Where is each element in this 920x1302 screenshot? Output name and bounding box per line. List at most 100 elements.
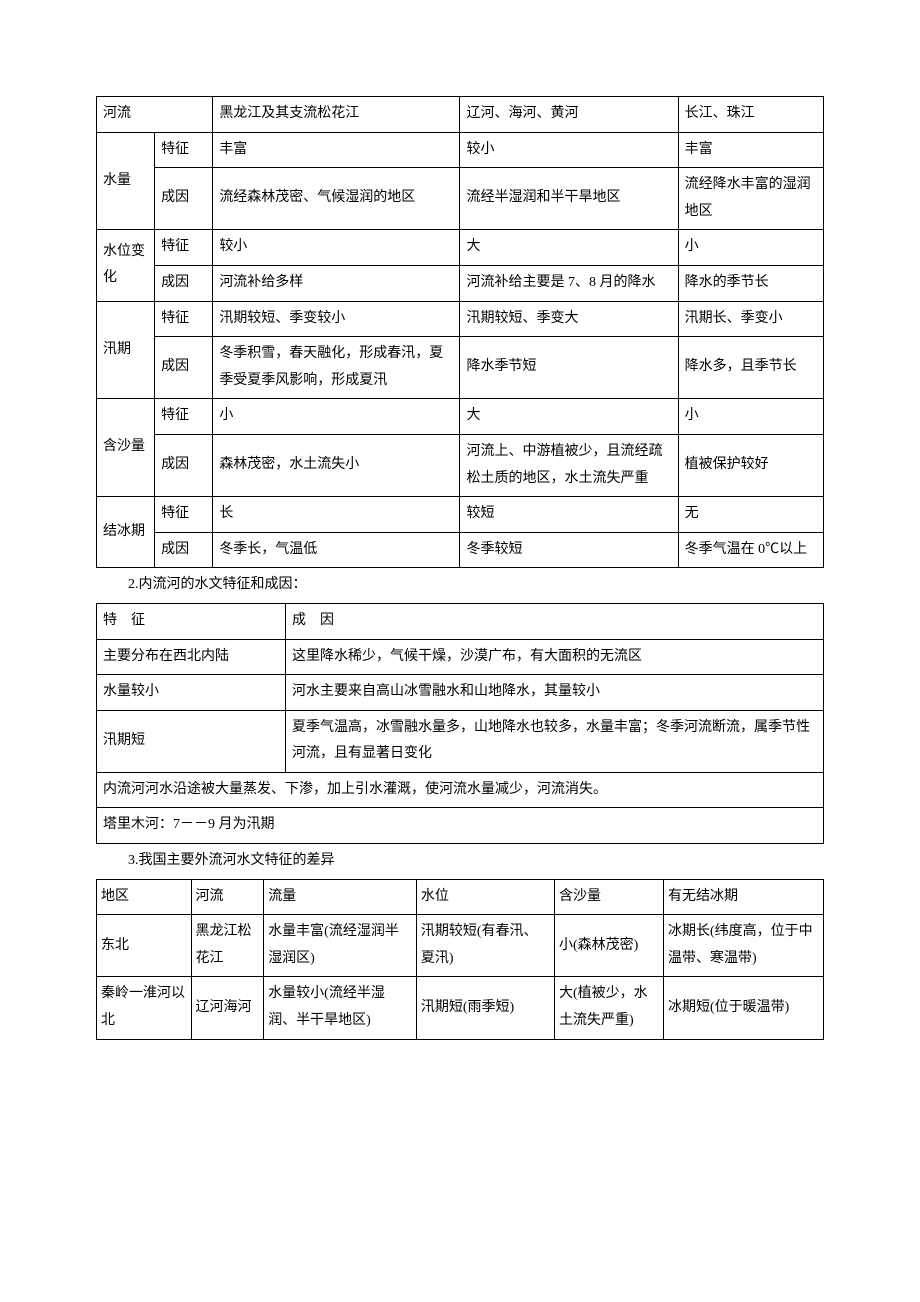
- table-row: 含沙量 特征 小 大 小: [97, 399, 824, 435]
- rivers-characteristics-table: 河流 黑龙江及其支流松花江 辽河、海河、黄河 长江、珠江 水量 特征 丰富 较小…: [96, 96, 824, 568]
- table-row: 成因 河流补给多样 河流补给主要是 7、8 月的降水 降水的季节长: [97, 265, 824, 301]
- cell: 东北: [97, 915, 192, 977]
- col-header: 地区: [97, 879, 192, 915]
- row-label: 特征: [155, 497, 213, 533]
- table-row: 东北 黑龙江松花江 水量丰富(流经湿润半湿润区) 汛期较短(有春汛、夏汛) 小(…: [97, 915, 824, 977]
- table-row: 水位变化 特征 较小 大 小: [97, 230, 824, 266]
- cell: 丰富: [678, 132, 823, 168]
- cell: 大: [460, 399, 678, 435]
- cell: 辽河海河: [191, 977, 264, 1039]
- table-row: 水量较小 河水主要来自高山冰雪融水和山地降水，其量较小: [97, 675, 824, 711]
- col-header: 含沙量: [554, 879, 663, 915]
- cell: 较短: [460, 497, 678, 533]
- row-group: 水位变化: [97, 230, 155, 301]
- cell: 冰期短(位于暖温带): [664, 977, 824, 1039]
- row-label: 成因: [155, 168, 213, 230]
- cell: 小: [213, 399, 460, 435]
- table-row: 结冰期 特征 长 较短 无: [97, 497, 824, 533]
- cell: 丰富: [213, 132, 460, 168]
- row-group: 结冰期: [97, 497, 155, 568]
- col-header: 黑龙江及其支流松花江: [213, 97, 460, 133]
- col-header: 辽河、海河、黄河: [460, 97, 678, 133]
- cell: 大(植被少，水土流失严重): [554, 977, 663, 1039]
- table-row: 成因 冬季积雪，春天融化，形成春汛，夏季受夏季风影响，形成夏汛 降水季节短 降水…: [97, 337, 824, 399]
- table-row: 主要分布在西北内陆 这里降水稀少，气候干燥，沙漠广布，有大面积的无流区: [97, 639, 824, 675]
- cell: 汛期较短、季变大: [460, 301, 678, 337]
- cell: 冬季气温在 0℃以上: [678, 532, 823, 568]
- cell: 森林茂密，水土流失小: [213, 434, 460, 496]
- table-row: 成因 冬季长，气温低 冬季较短 冬季气温在 0℃以上: [97, 532, 824, 568]
- section-caption-2: 2.内流河的水文特征和成因：: [128, 572, 824, 599]
- table-row: 汛期短 夏季气温高，冰雪融水量多，山地降水也较多，水量丰富；冬季河流断流，属季节…: [97, 710, 824, 772]
- col-header: 特 征: [97, 603, 286, 639]
- table-row: 地区 河流 流量 水位 含沙量 有无结冰期: [97, 879, 824, 915]
- cell: 冬季较短: [460, 532, 678, 568]
- cell: 降水的季节长: [678, 265, 823, 301]
- row-label: 特征: [155, 230, 213, 266]
- cell: 小: [678, 399, 823, 435]
- cell: 汛期短: [97, 710, 286, 772]
- cell: 流经森林茂密、气候湿润的地区: [213, 168, 460, 230]
- cell: 河流补给主要是 7、8 月的降水: [460, 265, 678, 301]
- table-row: 内流河河水沿途被大量蒸发、下渗，加上引水灌溉，使河流水量减少，河流消失。: [97, 772, 824, 808]
- cell: 主要分布在西北内陆: [97, 639, 286, 675]
- cell: 黑龙江松花江: [191, 915, 264, 977]
- cell: 水量丰富(流经湿润半湿润区): [264, 915, 417, 977]
- cell: 流经降水丰富的湿润地区: [678, 168, 823, 230]
- cell: 较小: [460, 132, 678, 168]
- cell: 秦岭一淮河以北: [97, 977, 192, 1039]
- cell: 水量较小(流经半湿润、半干旱地区): [264, 977, 417, 1039]
- external-rivers-diff-table: 地区 河流 流量 水位 含沙量 有无结冰期 东北 黑龙江松花江 水量丰富(流经湿…: [96, 879, 824, 1040]
- col-header: 河流: [191, 879, 264, 915]
- cell: 大: [460, 230, 678, 266]
- row-label: 成因: [155, 265, 213, 301]
- table-row: 秦岭一淮河以北 辽河海河 水量较小(流经半湿润、半干旱地区) 汛期短(雨季短) …: [97, 977, 824, 1039]
- cell: 降水季节短: [460, 337, 678, 399]
- row-group: 含沙量: [97, 399, 155, 497]
- cell: 较小: [213, 230, 460, 266]
- cell: 河水主要来自高山冰雪融水和山地降水，其量较小: [286, 675, 824, 711]
- cell: 长: [213, 497, 460, 533]
- cell: 小: [678, 230, 823, 266]
- inland-rivers-table: 特 征 成 因 主要分布在西北内陆 这里降水稀少，气候干燥，沙漠广布，有大面积的…: [96, 603, 824, 844]
- cell: 塔里木河：7－－9 月为汛期: [97, 808, 824, 844]
- row-label: 特征: [155, 132, 213, 168]
- row-label: 成因: [155, 532, 213, 568]
- cell: 汛期长、季变小: [678, 301, 823, 337]
- cell: 汛期较短、季变较小: [213, 301, 460, 337]
- row-group: 汛期: [97, 301, 155, 399]
- cell: 这里降水稀少，气候干燥，沙漠广布，有大面积的无流区: [286, 639, 824, 675]
- table-row: 成因 流经森林茂密、气候湿润的地区 流经半湿润和半干旱地区 流经降水丰富的湿润地…: [97, 168, 824, 230]
- section-caption-3: 3.我国主要外流河水文特征的差异: [128, 848, 824, 875]
- table-row: 特 征 成 因: [97, 603, 824, 639]
- cell: 水量较小: [97, 675, 286, 711]
- table-row: 河流 黑龙江及其支流松花江 辽河、海河、黄河 长江、珠江: [97, 97, 824, 133]
- col-header: 水位: [416, 879, 554, 915]
- cell: 内流河河水沿途被大量蒸发、下渗，加上引水灌溉，使河流水量减少，河流消失。: [97, 772, 824, 808]
- cell: 河流上、中游植被少，且流经疏松土质的地区，水土流失严重: [460, 434, 678, 496]
- cell: 汛期短(雨季短): [416, 977, 554, 1039]
- cell: 冬季长，气温低: [213, 532, 460, 568]
- cell: 降水多，且季节长: [678, 337, 823, 399]
- cell: 冬季积雪，春天融化，形成春汛，夏季受夏季风影响，形成夏汛: [213, 337, 460, 399]
- cell: 植被保护较好: [678, 434, 823, 496]
- table-row: 塔里木河：7－－9 月为汛期: [97, 808, 824, 844]
- cell: 汛期较短(有春汛、夏汛): [416, 915, 554, 977]
- cell: 无: [678, 497, 823, 533]
- row-label: 特征: [155, 301, 213, 337]
- table-row: 成因 森林茂密，水土流失小 河流上、中游植被少，且流经疏松土质的地区，水土流失严…: [97, 434, 824, 496]
- col-header: 流量: [264, 879, 417, 915]
- col-header: 成 因: [286, 603, 824, 639]
- cell: 冰期长(纬度高，位于中温带、寒温带): [664, 915, 824, 977]
- table-row: 水量 特征 丰富 较小 丰富: [97, 132, 824, 168]
- col-header: 有无结冰期: [664, 879, 824, 915]
- row-group: 水量: [97, 132, 155, 230]
- cell: 流经半湿润和半干旱地区: [460, 168, 678, 230]
- row-label: 特征: [155, 399, 213, 435]
- row-label: 成因: [155, 434, 213, 496]
- cell: 小(森林茂密): [554, 915, 663, 977]
- col-header: 长江、珠江: [678, 97, 823, 133]
- cell: 夏季气温高，冰雪融水量多，山地降水也较多，水量丰富；冬季河流断流，属季节性河流，…: [286, 710, 824, 772]
- cell: 河流补给多样: [213, 265, 460, 301]
- row-label: 成因: [155, 337, 213, 399]
